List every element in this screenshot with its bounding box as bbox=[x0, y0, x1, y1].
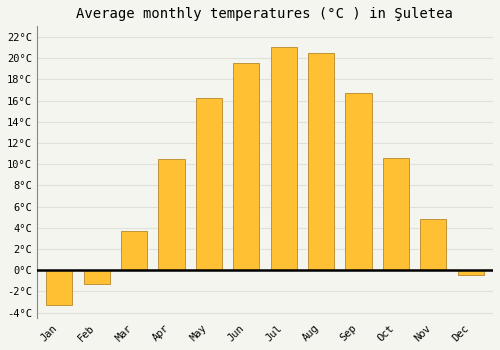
Bar bbox=[382, 158, 409, 270]
Bar bbox=[233, 63, 260, 270]
Bar bbox=[196, 98, 222, 270]
Bar bbox=[158, 159, 184, 270]
Bar bbox=[420, 219, 446, 270]
Bar bbox=[346, 93, 372, 270]
Bar bbox=[270, 48, 296, 270]
Bar bbox=[46, 270, 72, 305]
Title: Average monthly temperatures (°C ) in Şuletea: Average monthly temperatures (°C ) in Şu… bbox=[76, 7, 454, 21]
Bar bbox=[84, 270, 110, 284]
Bar bbox=[121, 231, 147, 270]
Bar bbox=[308, 53, 334, 270]
Bar bbox=[458, 270, 483, 275]
